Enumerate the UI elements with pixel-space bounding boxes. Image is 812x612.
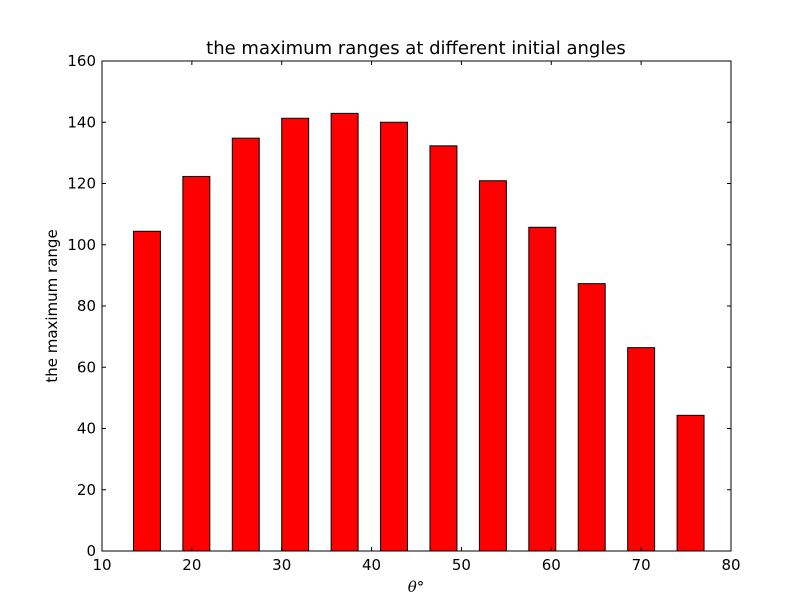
x-tick-label-4: 50 — [452, 556, 471, 574]
x-tick-label-5: 60 — [542, 556, 561, 574]
x-axis-label: θ° — [408, 578, 425, 596]
bar-9 — [577, 283, 606, 552]
y-tick-label-2: 40 — [77, 420, 96, 438]
bar-7 — [478, 180, 507, 552]
bar-0 — [132, 230, 161, 552]
bar-2 — [231, 137, 260, 552]
y-tick-label-6: 120 — [67, 175, 96, 193]
x-axis-ticks: 10 20 30 40 50 60 70 80 — [92, 61, 741, 574]
chart-title: the maximum ranges at different initial … — [206, 38, 626, 59]
y-axis-ticks: 0 20 40 60 80 100 120 140 160 — [67, 52, 731, 560]
x-tick-label-0: 10 — [92, 556, 111, 574]
y-tick-label-8: 160 — [67, 52, 96, 70]
y-tick-label-1: 20 — [77, 481, 96, 499]
bar-1 — [182, 175, 211, 552]
x-tick-label-2: 30 — [272, 556, 291, 574]
y-tick-label-0: 0 — [86, 542, 96, 560]
x-tick-label-6: 70 — [632, 556, 651, 574]
bar-3 — [281, 117, 310, 552]
bar-11 — [676, 414, 705, 552]
bar-6 — [429, 145, 458, 552]
y-tick-label-7: 140 — [67, 113, 96, 131]
bar-10 — [627, 347, 656, 552]
x-tick-label-1: 20 — [182, 556, 201, 574]
x-tick-label-7: 80 — [721, 556, 740, 574]
y-axis-label: the maximum range — [43, 229, 61, 382]
x-tick-label-3: 40 — [362, 556, 381, 574]
bars-group — [132, 112, 705, 552]
y-tick-label-4: 80 — [77, 297, 96, 315]
y-tick-label-3: 60 — [77, 358, 96, 376]
bar-5 — [380, 121, 409, 552]
bar-4 — [330, 112, 359, 552]
y-tick-label-5: 100 — [67, 236, 96, 254]
bar-8 — [528, 226, 557, 552]
